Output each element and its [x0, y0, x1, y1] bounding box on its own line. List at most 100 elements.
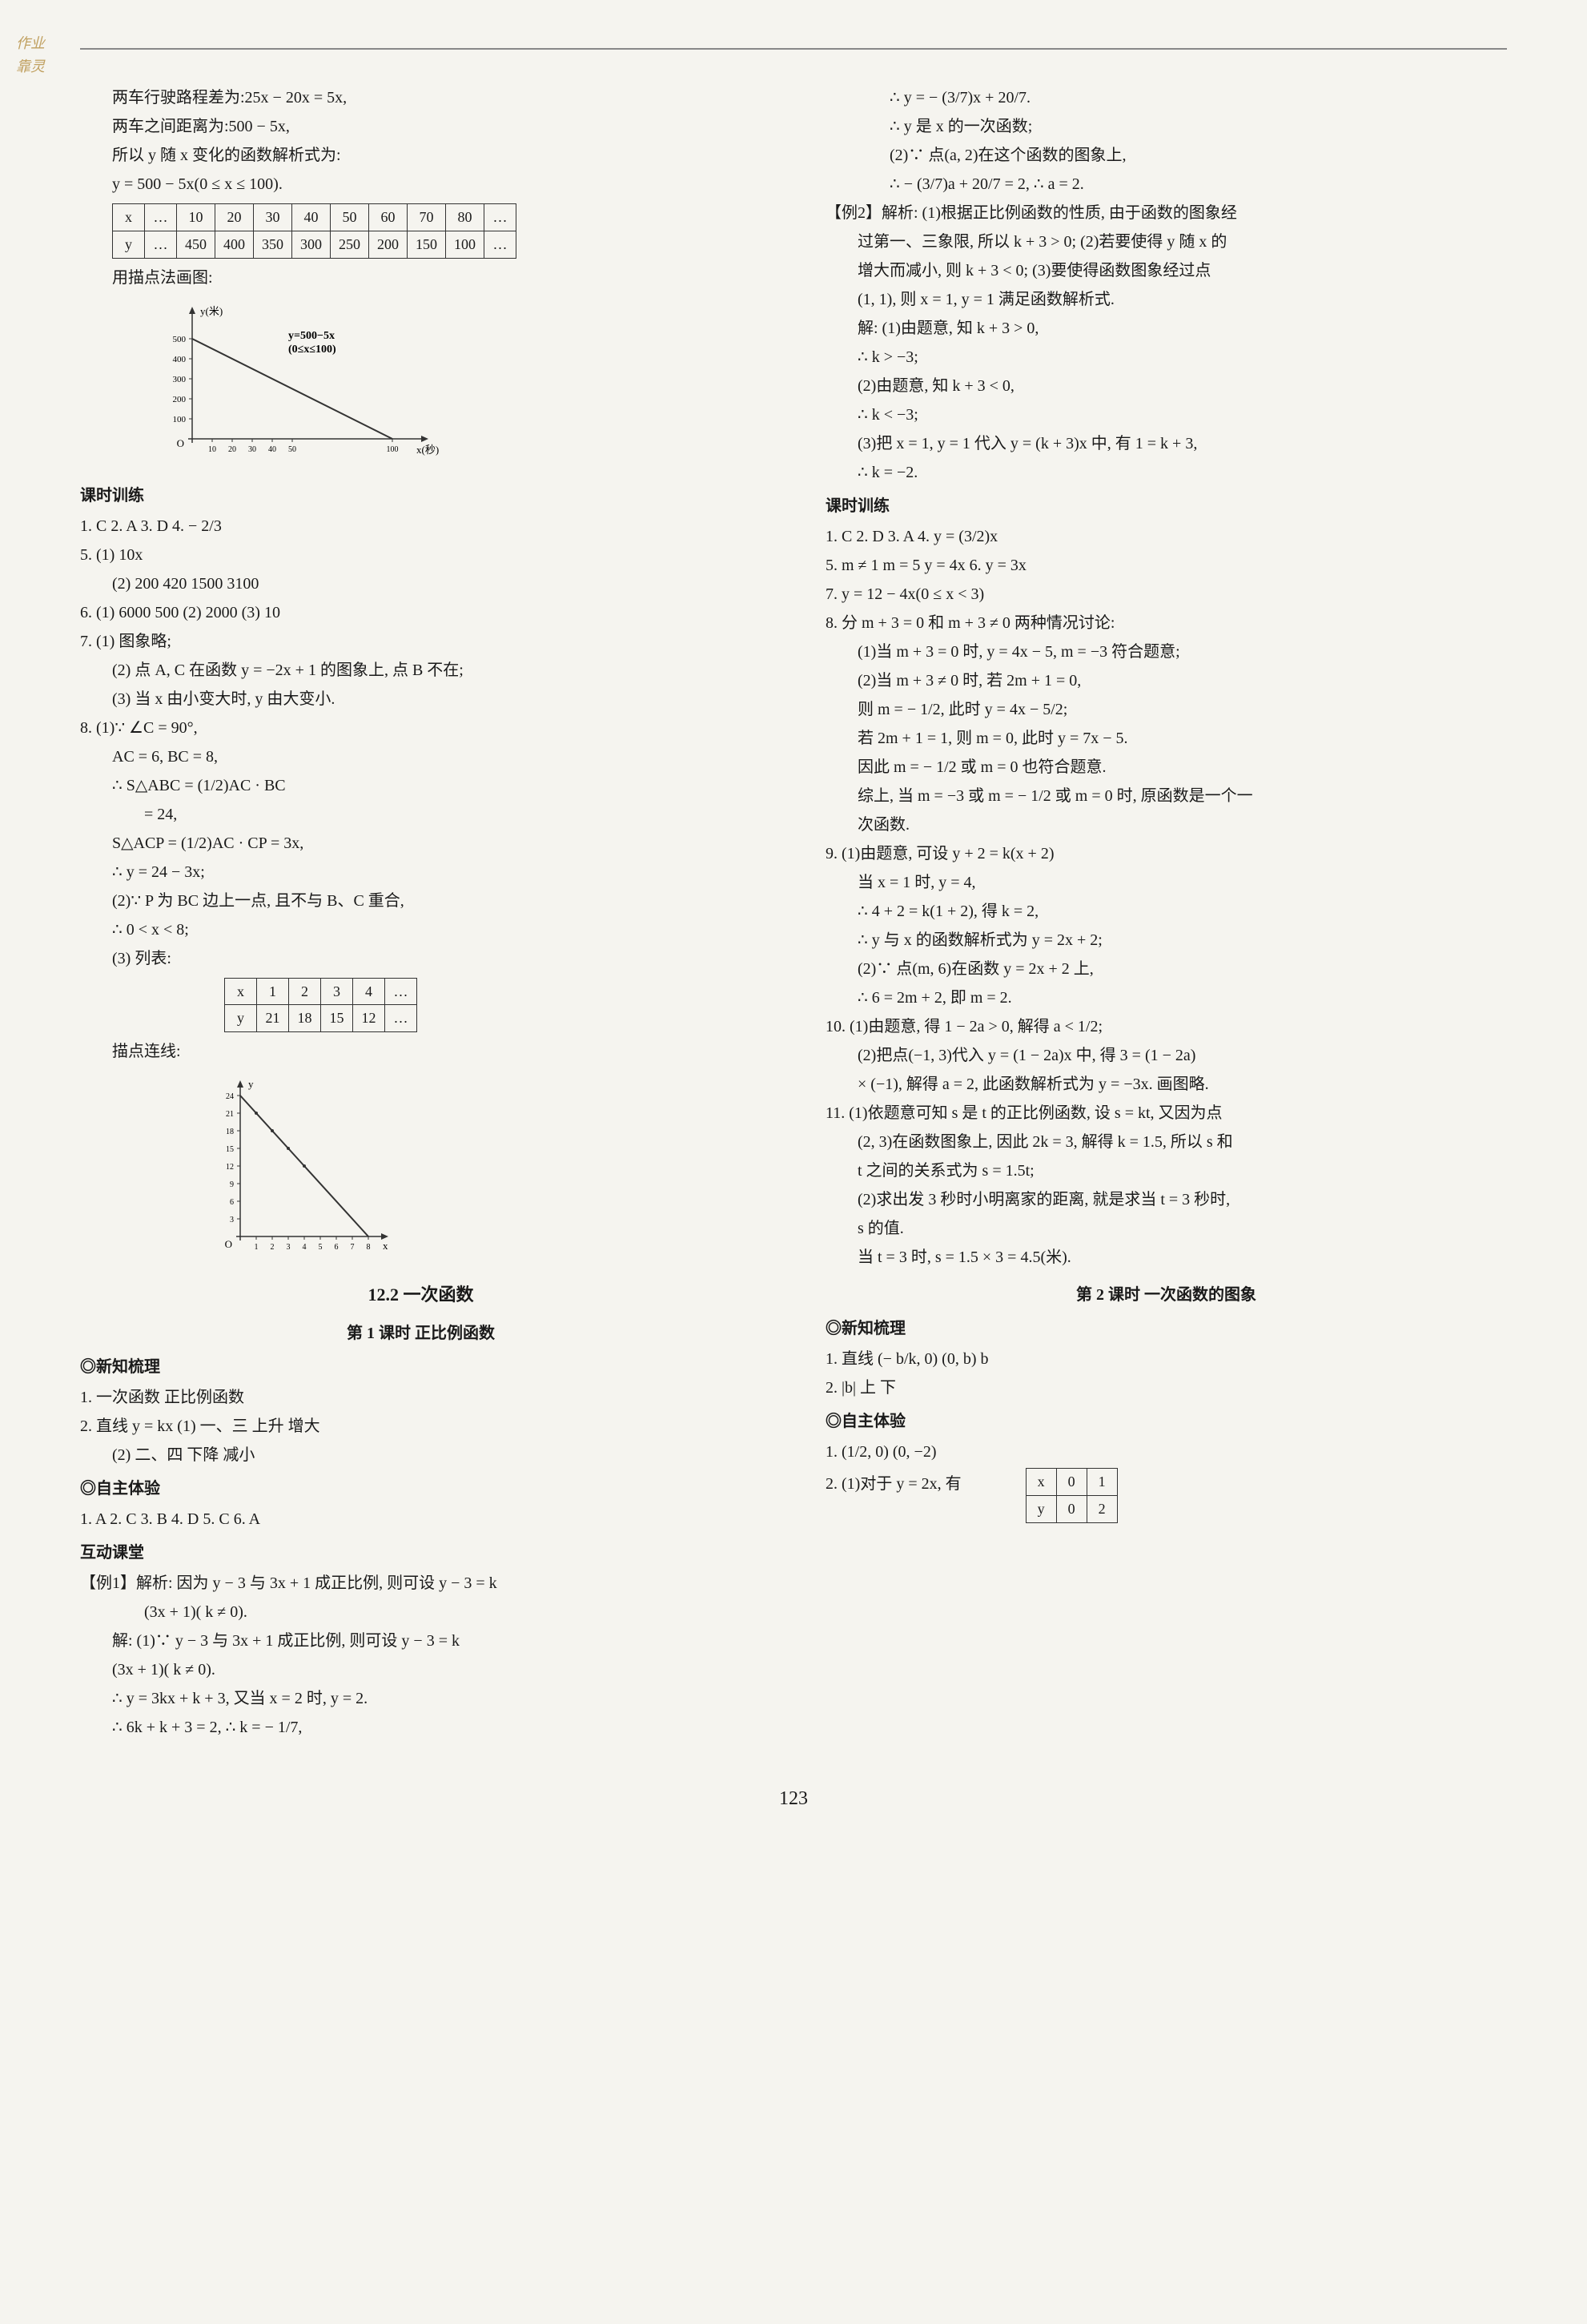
text: 过第一、三象限, 所以 k + 3 > 0; (2)若要使得 y 随 x 的 [826, 229, 1507, 255]
text: 1. A 2. C 3. B 4. D 5. C 6. A [80, 1506, 761, 1532]
svg-text:y=500−5x: y=500−5x [288, 330, 335, 342]
svg-text:2: 2 [271, 1243, 275, 1252]
svg-text:5: 5 [319, 1243, 323, 1252]
answer: 当 t = 3 时, s = 1.5 × 3 = 4.5(米). [826, 1244, 1507, 1270]
svg-text:9: 9 [230, 1180, 234, 1189]
text: 2. 直线 y = kx (1) 一、三 上升 增大 [80, 1413, 761, 1439]
text: 描点连线: [80, 1039, 761, 1064]
graph-1: y(米) x(秒) O 100 200 300 400 500 10 20 30… [160, 303, 761, 471]
text: ∴ 6k + k + 3 = 2, ∴ k = − 1/7, [80, 1715, 761, 1740]
section-heading: ◎新知梳理 [826, 1316, 1507, 1341]
graph-2: y x O 3 6 9 12 15 18 21 24 1 2 3 4 5 6 7 [208, 1076, 761, 1269]
answer: ∴ 6 = 2m + 2, 即 m = 2. [826, 985, 1507, 1011]
answer: t 之间的关系式为 s = 1.5t; [826, 1158, 1507, 1184]
answer: 因此 m = − 1/2 或 m = 0 也符合题意. [826, 754, 1507, 780]
answer: × (−1), 解得 a = 2, 此函数解析式为 y = −3x. 画图略. [826, 1072, 1507, 1097]
lesson-heading: 第 1 课时 正比例函数 [80, 1321, 761, 1346]
svg-text:y(米): y(米) [200, 305, 223, 317]
text: 1. 直线 (− b/k, 0) (0, b) b [826, 1346, 1507, 1372]
text: 1. 一次函数 正比例函数 [80, 1385, 761, 1410]
svg-text:y: y [248, 1078, 254, 1090]
answer: AC = 6, BC = 8, [80, 744, 761, 770]
text: ∴ − (3/7)a + 20/7 = 2, ∴ a = 2. [826, 171, 1507, 197]
text: 【例1】解析: 因为 y − 3 与 3x + 1 成正比例, 则可设 y − … [80, 1570, 761, 1596]
text: 1. (1/2, 0) (0, −2) [826, 1439, 1507, 1465]
text: ∴ k > −3; [826, 344, 1507, 370]
svg-text:4: 4 [303, 1243, 307, 1252]
svg-text:x: x [383, 1240, 388, 1252]
section-heading: ◎新知梳理 [80, 1354, 761, 1380]
badge-l1: 作业 [16, 32, 45, 55]
text: 【例2】解析: (1)根据正比例函数的性质, 由于函数的图象经 [826, 200, 1507, 226]
answer: 当 x = 1 时, y = 4, [826, 870, 1507, 895]
svg-text:7: 7 [351, 1243, 355, 1252]
answer: 5. m ≠ 1 m = 5 y = 4x 6. y = 3x [826, 553, 1507, 578]
text: y = 500 − 5x(0 ≤ x ≤ 100). [80, 171, 761, 197]
text: 用描点法画图: [80, 265, 761, 291]
svg-text:O: O [225, 1238, 232, 1250]
page-number: 123 [80, 1783, 1507, 1814]
answer: (2)求出发 3 秒时小明离家的距离, 就是求当 t = 3 秒时, [826, 1187, 1507, 1212]
answer: 1. C 2. D 3. A 4. y = (3/2)x [826, 524, 1507, 549]
svg-text:3: 3 [230, 1216, 234, 1224]
answer: 综上, 当 m = −3 或 m = − 1/2 或 m = 0 时, 原函数是… [826, 783, 1507, 809]
answer: (2)∵ 点(m, 6)在函数 y = 2x + 2 上, [826, 956, 1507, 982]
text: (1, 1), 则 x = 1, y = 1 满足函数解析式. [826, 287, 1507, 312]
text: (3x + 1)( k ≠ 0). [80, 1657, 761, 1683]
svg-text:10: 10 [208, 445, 216, 454]
answer: (3) 列表: [80, 946, 761, 971]
answer: 则 m = − 1/2, 此时 y = 4x − 5/2; [826, 697, 1507, 722]
svg-text:1: 1 [255, 1243, 259, 1252]
svg-text:(0≤x≤100): (0≤x≤100) [288, 344, 336, 356]
svg-text:12: 12 [226, 1163, 234, 1172]
table-xy-1: x…1020304050607080… y…450400350300250200… [112, 203, 516, 259]
answer: 9. (1)由题意, 可设 y + 2 = k(x + 2) [826, 841, 1507, 866]
text: (3x + 1)( k ≠ 0). [80, 1599, 761, 1625]
svg-text:x(秒): x(秒) [416, 444, 439, 456]
svg-text:40: 40 [268, 445, 276, 454]
text: ∴ y = − (3/7)x + 20/7. [826, 85, 1507, 111]
left-column: 两车行驶路程差为:25x − 20x = 5x, 两车之间距离为:500 − 5… [80, 82, 761, 1743]
answer: 8. (1)∵ ∠C = 90°, [80, 715, 761, 741]
svg-text:8: 8 [367, 1243, 371, 1252]
answer: 6. (1) 6000 500 (2) 2000 (3) 10 [80, 600, 761, 625]
table-xy-2: x1234… y21181512… [224, 978, 417, 1033]
svg-text:400: 400 [173, 355, 187, 364]
answer: = 24, [80, 802, 761, 827]
svg-text:100: 100 [387, 445, 399, 454]
section-heading: 课时训练 [826, 493, 1507, 519]
text: 两车行驶路程差为:25x − 20x = 5x, [80, 85, 761, 111]
answer: ∴ 4 + 2 = k(1 + 2), 得 k = 2, [826, 899, 1507, 924]
right-column: ∴ y = − (3/7)x + 20/7. ∴ y 是 x 的一次函数; (2… [826, 82, 1507, 1743]
svg-text:6: 6 [335, 1243, 339, 1252]
svg-text:500: 500 [173, 335, 187, 344]
lesson-heading: 第 2 课时 一次函数的图象 [826, 1282, 1507, 1308]
svg-text:21: 21 [226, 1110, 234, 1119]
answer: S△ACP = (1/2)AC · CP = 3x, [80, 830, 761, 856]
page-content: 两车行驶路程差为:25x − 20x = 5x, 两车之间距离为:500 − 5… [80, 82, 1507, 1743]
answer: ∴ y = 24 − 3x; [80, 859, 761, 885]
answer: 5. (1) 10x [80, 542, 761, 568]
section-heading: 课时训练 [80, 483, 761, 509]
svg-text:50: 50 [288, 445, 296, 454]
svg-text:18: 18 [226, 1128, 234, 1136]
svg-text:30: 30 [248, 445, 256, 454]
answer: 若 2m + 1 = 1, 则 m = 0, 此时 y = 7x − 5. [826, 726, 1507, 751]
answer: s 的值. [826, 1216, 1507, 1241]
text: 解: (1)由题意, 知 k + 3 > 0, [826, 316, 1507, 341]
text: (2) 二、四 下降 减小 [80, 1442, 761, 1468]
answer: 11. (1)依题意可知 s 是 t 的正比例函数, 设 s = kt, 又因为… [826, 1100, 1507, 1126]
text: (2)由题意, 知 k + 3 < 0, [826, 373, 1507, 399]
answer: 7. (1) 图象略; [80, 629, 761, 654]
text: ∴ y 是 x 的一次函数; [826, 114, 1507, 139]
answer: (3) 当 x 由小变大时, y 由大变小. [80, 686, 761, 712]
answer: (2) 点 A, C 在函数 y = −2x + 1 的图象上, 点 B 不在; [80, 657, 761, 683]
svg-text:20: 20 [228, 445, 236, 454]
answer: 1. C 2. A 3. D 4. − 2/3 [80, 513, 761, 539]
text: ∴ k = −2. [826, 460, 1507, 485]
text: ∴ k < −3; [826, 402, 1507, 428]
answer: (2)把点(−1, 3)代入 y = (1 − 2a)x 中, 得 3 = (1… [826, 1043, 1507, 1068]
answer: (2, 3)在函数图象上, 因此 2k = 3, 解得 k = 1.5, 所以 … [826, 1129, 1507, 1155]
answer: ∴ y 与 x 的函数解析式为 y = 2x + 2; [826, 927, 1507, 953]
answer: ∴ 0 < x < 8; [80, 917, 761, 943]
